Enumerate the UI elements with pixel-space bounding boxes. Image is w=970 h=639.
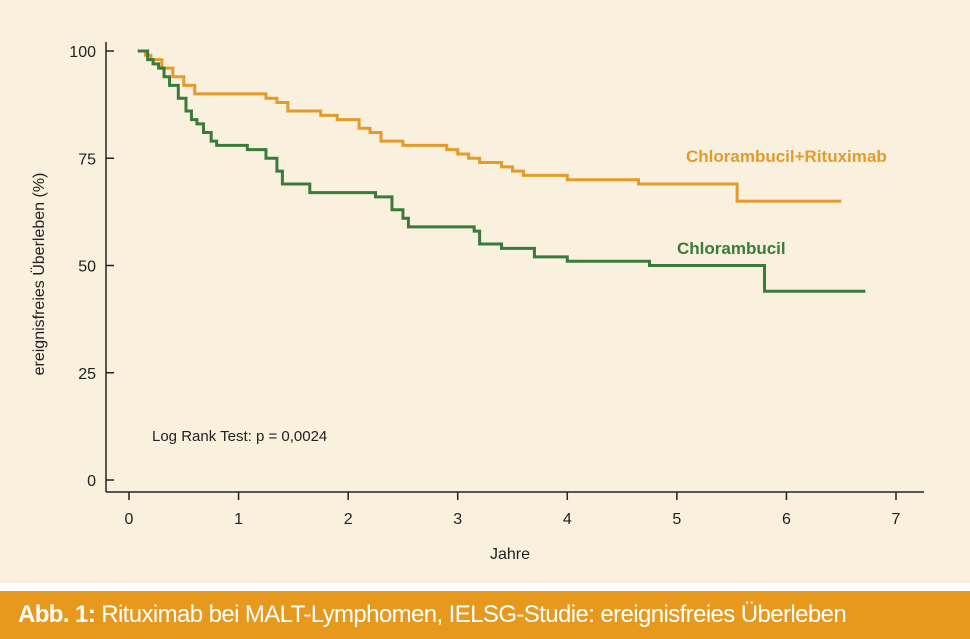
- x-tick-label: 4: [563, 511, 572, 528]
- series-line-chlorambucil-rituximab: [137, 49, 842, 203]
- x-tick-label: 5: [672, 511, 681, 528]
- caption-lead: Abb. 1:: [18, 601, 96, 628]
- y-axis-label: ereignisfreies Überleben (%): [30, 173, 48, 376]
- x-axis-label: Jahre: [490, 546, 530, 563]
- series-line-chlorambucil: [137, 49, 866, 293]
- figure-caption: Abb. 1: Rituximab bei MALT-Lymphomen, IE…: [0, 591, 970, 639]
- y-tick-label: 75: [78, 151, 96, 168]
- x-tick-label: 0: [125, 511, 134, 528]
- caption-text: Rituximab bei MALT-Lymphomen, IELSG-Stud…: [95, 601, 847, 628]
- chart-figure: 0 25 50 75 100 0 1 2 3 4 5 6 7 ereignisfreies Überl…: [0, 0, 970, 583]
- survival-chart: 0 25 50 75 100 0 1 2 3 4 5 6 7 ereignisfreies Überl…: [30, 42, 924, 563]
- x-tick-label: 3: [453, 511, 462, 528]
- y-tick-label: 100: [69, 44, 96, 61]
- y-tick-label: 50: [78, 259, 96, 276]
- series-lines: [137, 49, 866, 293]
- log-rank-annotation: Log Rank Test: p = 0,0024: [152, 428, 327, 445]
- y-ticks: 0 25 50 75 100: [69, 44, 114, 490]
- y-tick-label: 25: [78, 366, 96, 383]
- series-label-chlorambucil-rituximab: Chlorambucil+Rituximab: [686, 147, 887, 166]
- series-label-chlorambucil: Chlorambucil: [677, 239, 786, 258]
- y-tick-label: 0: [87, 473, 96, 490]
- x-tick-label: 2: [344, 511, 353, 528]
- x-tick-label: 7: [892, 511, 901, 528]
- x-ticks: 0 1 2 3 4 5 6 7: [125, 492, 901, 528]
- x-tick-label: 6: [782, 511, 791, 528]
- x-tick-label: 1: [234, 511, 243, 528]
